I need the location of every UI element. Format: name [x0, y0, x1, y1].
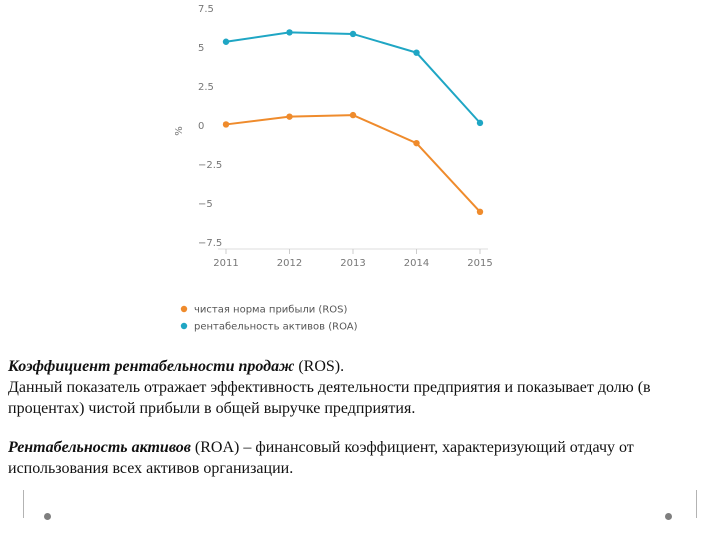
legend-label: рентабельность активов (ROA) [194, 322, 358, 333]
ros-term: Коэффициент рентабельности продаж [8, 358, 295, 375]
y-tick-label: 0 [198, 121, 204, 132]
y-tick-label: 7.5 [198, 4, 214, 15]
y-tick-label: −2.5 [198, 160, 222, 171]
y-axis-ticks: 7.5 5 2.5 0 −2.5 −5 −7.5 [198, 4, 222, 249]
y-tick-label: −5 [198, 199, 213, 210]
chart-panel: 7.5 5 2.5 0 −2.5 −5 −7.5 % 2011 2012 2013 2014 201… [170, 0, 542, 342]
data-point [413, 49, 420, 56]
slide-right-rule [696, 490, 697, 518]
legend-label: чистая норма прибыли (ROS) [194, 305, 347, 316]
x-tick-label: 2012 [277, 258, 302, 269]
x-tick-label: 2011 [213, 258, 238, 269]
ros-description: Данный показатель отражает эффективность… [8, 379, 651, 417]
series-line-ros [225, 114, 481, 213]
y-axis-label: % [174, 126, 185, 136]
roa-term: Рентабельность активов [8, 439, 191, 456]
y-tick-label: 2.5 [198, 82, 214, 93]
paragraph-ros: Коэффициент рентабельности продаж (ROS).… [8, 356, 708, 419]
x-tick-label: 2015 [467, 258, 492, 269]
slide-dot-right [665, 513, 672, 520]
data-point [286, 29, 293, 36]
data-point [476, 208, 484, 215]
line-chart: 7.552.50−2.5−5−7.5 % 2011 2012 2013 2014 201… [174, 4, 493, 333]
paragraph-roa: Рентабельность активов (ROA) – финансовы… [8, 437, 708, 479]
data-point [222, 38, 230, 45]
x-tick-label: 2014 [404, 258, 429, 269]
y-tick-label: 5 [198, 43, 204, 54]
data-point [286, 113, 293, 120]
legend-marker [180, 305, 188, 313]
data-point [349, 30, 357, 38]
ros-term-suffix: (ROS). [294, 358, 345, 375]
data-point [476, 119, 484, 127]
slide-dot-left [44, 513, 51, 520]
series-line-roa [225, 31, 481, 124]
x-tick-label: 2013 [340, 258, 365, 269]
data-point [413, 139, 420, 147]
text-block: Коэффициент рентабельности продаж (ROS).… [8, 356, 708, 479]
data-point [222, 121, 230, 128]
series-layer [222, 29, 484, 215]
slide-left-rule [23, 490, 24, 518]
data-point [349, 111, 357, 119]
legend: чистая норма прибыли (ROS) рентабельность… [180, 305, 358, 333]
roa-description: (ROA) – финансовый коэффициент, характер… [8, 439, 634, 477]
y-tick-label: −7.5 [198, 238, 222, 249]
x-axis-ticks: 2011 2012 2013 2014 2015 [213, 249, 493, 269]
legend-marker [180, 322, 188, 330]
